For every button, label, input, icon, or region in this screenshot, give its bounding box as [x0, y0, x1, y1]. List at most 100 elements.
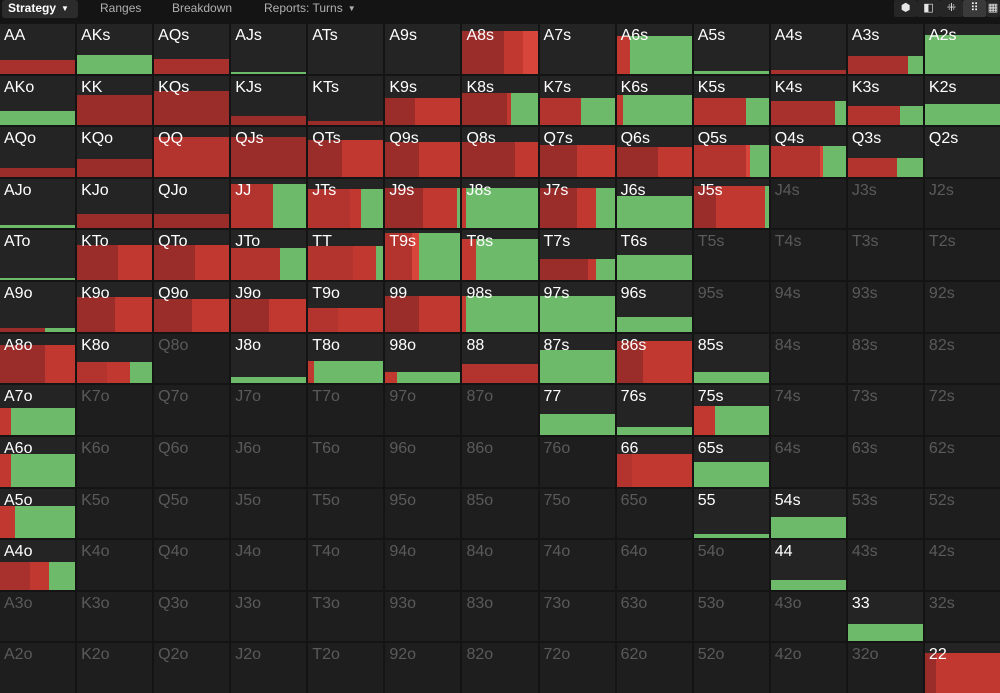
hand-cell-t9o[interactable]: T9o — [308, 282, 384, 332]
hand-cell-kjs[interactable]: KJs — [231, 75, 307, 126]
hand-cell-q8s[interactable]: Q8s — [462, 127, 538, 177]
hand-cell-97s[interactable]: 97s — [539, 282, 615, 332]
hand-cell-k4o[interactable]: K4o — [77, 540, 153, 590]
hand-cell-83o[interactable]: 83o — [462, 591, 538, 642]
hand-cell-jts[interactable]: JTs — [308, 178, 384, 229]
hand-cell-j5o[interactable]: J5o — [231, 488, 307, 539]
hand-cell-86s[interactable]: 86s — [616, 333, 692, 384]
hand-cell-22[interactable]: 22 — [924, 643, 1000, 693]
hand-cell-aa[interactable]: AA — [0, 24, 76, 74]
hand-cell-55[interactable]: 55 — [693, 488, 769, 539]
hand-cell-q6s[interactable]: Q6s — [616, 127, 692, 177]
hand-cell-a5o[interactable]: A5o — [0, 488, 76, 539]
hand-cell-92s[interactable]: 92s — [924, 282, 1000, 332]
hand-cell-q9s[interactable]: Q9s — [385, 127, 461, 177]
hand-cell-t4s[interactable]: T4s — [770, 230, 846, 281]
hand-cell-62o[interactable]: 62o — [616, 643, 692, 693]
hand-cell-j4o[interactable]: J4o — [231, 540, 307, 590]
hand-cell-j8s[interactable]: J8s — [462, 178, 538, 229]
hand-cell-77[interactable]: 77 — [539, 385, 615, 435]
hand-cell-q7s[interactable]: Q7s — [539, 127, 615, 177]
hand-cell-a2s[interactable]: A2s — [924, 24, 1000, 74]
hand-cell-42o[interactable]: 42o — [770, 643, 846, 693]
hand-cell-32o[interactable]: 32o — [847, 643, 923, 693]
hand-cell-64s[interactable]: 64s — [770, 436, 846, 487]
tab-reports-turns[interactable]: Reports: Turns ▼ — [264, 0, 356, 18]
hand-cell-87o[interactable]: 87o — [462, 385, 538, 435]
hand-cell-95o[interactable]: 95o — [385, 488, 461, 539]
hand-cell-t8o[interactable]: T8o — [308, 333, 384, 384]
view-button-grid9[interactable]: ▦ — [986, 0, 1000, 17]
hand-cell-aks[interactable]: AKs — [77, 24, 153, 74]
hand-cell-96s[interactable]: 96s — [616, 282, 692, 332]
hand-cell-t5s[interactable]: T5s — [693, 230, 769, 281]
hand-cell-52o[interactable]: 52o — [693, 643, 769, 693]
hand-cell-q5o[interactable]: Q5o — [154, 488, 230, 539]
hand-cell-k8s[interactable]: K8s — [462, 75, 538, 126]
hand-cell-tt[interactable]: TT — [308, 230, 384, 281]
hand-cell-a6o[interactable]: A6o — [0, 436, 76, 487]
hand-cell-a9o[interactable]: A9o — [0, 282, 76, 332]
hand-cell-kk[interactable]: KK — [77, 75, 153, 126]
hand-cell-a7s[interactable]: A7s — [539, 24, 615, 74]
hand-cell-k7o[interactable]: K7o — [77, 385, 153, 435]
hand-cell-k7s[interactable]: K7s — [539, 75, 615, 126]
hand-cell-j8o[interactable]: J8o — [231, 333, 307, 384]
hand-cell-k9o[interactable]: K9o — [77, 282, 153, 332]
hand-cell-65s[interactable]: 65s — [693, 436, 769, 487]
hand-cell-42s[interactable]: 42s — [924, 540, 1000, 590]
hand-cell-ajs[interactable]: AJs — [231, 24, 307, 74]
hand-cell-jto[interactable]: JTo — [231, 230, 307, 281]
hand-cell-q4o[interactable]: Q4o — [154, 540, 230, 590]
hand-cell-84o[interactable]: 84o — [462, 540, 538, 590]
hand-cell-a4s[interactable]: A4s — [770, 24, 846, 74]
hand-cell-qjs[interactable]: QJs — [231, 127, 307, 177]
hand-cell-74o[interactable]: 74o — [539, 540, 615, 590]
view-button-cube[interactable]: ⬢ — [894, 0, 917, 17]
hand-cell-k5o[interactable]: K5o — [77, 488, 153, 539]
hand-cell-j2s[interactable]: J2s — [924, 178, 1000, 229]
hand-cell-a2o[interactable]: A2o — [0, 643, 76, 693]
hand-cell-j6o[interactable]: J6o — [231, 436, 307, 487]
view-button-half[interactable]: ◧ — [917, 0, 940, 17]
hand-cell-62s[interactable]: 62s — [924, 436, 1000, 487]
hand-cell-j2o[interactable]: J2o — [231, 643, 307, 693]
hand-cell-j3s[interactable]: J3s — [847, 178, 923, 229]
view-button-grid4[interactable]: ⁜ — [940, 0, 963, 17]
hand-cell-q9o[interactable]: Q9o — [154, 282, 230, 332]
hand-cell-j9o[interactable]: J9o — [231, 282, 307, 332]
hand-cell-k4s[interactable]: K4s — [770, 75, 846, 126]
hand-cell-82o[interactable]: 82o — [462, 643, 538, 693]
hand-cell-k2s[interactable]: K2s — [924, 75, 1000, 126]
hand-cell-a7o[interactable]: A7o — [0, 385, 76, 435]
hand-cell-a4o[interactable]: A4o — [0, 540, 76, 590]
hand-cell-t8s[interactable]: T8s — [462, 230, 538, 281]
hand-cell-j7s[interactable]: J7s — [539, 178, 615, 229]
hand-cell-76o[interactable]: 76o — [539, 436, 615, 487]
hand-cell-t5o[interactable]: T5o — [308, 488, 384, 539]
hand-cell-75o[interactable]: 75o — [539, 488, 615, 539]
hand-cell-t9s[interactable]: T9s — [385, 230, 461, 281]
hand-cell-qjo[interactable]: QJo — [154, 178, 230, 229]
hand-cell-k9s[interactable]: K9s — [385, 75, 461, 126]
hand-cell-k6o[interactable]: K6o — [77, 436, 153, 487]
hand-cell-aqo[interactable]: AQo — [0, 127, 76, 177]
hand-cell-qto[interactable]: QTo — [154, 230, 230, 281]
view-button-grid6[interactable]: ⠿ — [963, 0, 986, 17]
hand-cell-t4o[interactable]: T4o — [308, 540, 384, 590]
hand-cell-98s[interactable]: 98s — [462, 282, 538, 332]
hand-cell-54s[interactable]: 54s — [770, 488, 846, 539]
hand-cell-32s[interactable]: 32s — [924, 591, 1000, 642]
hand-cell-q3o[interactable]: Q3o — [154, 591, 230, 642]
hand-cell-97o[interactable]: 97o — [385, 385, 461, 435]
hand-cell-t3s[interactable]: T3s — [847, 230, 923, 281]
hand-cell-43o[interactable]: 43o — [770, 591, 846, 642]
hand-cell-96o[interactable]: 96o — [385, 436, 461, 487]
hand-cell-a8o[interactable]: A8o — [0, 333, 76, 384]
hand-cell-94o[interactable]: 94o — [385, 540, 461, 590]
hand-cell-a9s[interactable]: A9s — [385, 24, 461, 74]
hand-cell-k8o[interactable]: K8o — [77, 333, 153, 384]
hand-cell-82s[interactable]: 82s — [924, 333, 1000, 384]
hand-cell-jj[interactable]: JJ — [231, 178, 307, 229]
hand-cell-q3s[interactable]: Q3s — [847, 127, 923, 177]
